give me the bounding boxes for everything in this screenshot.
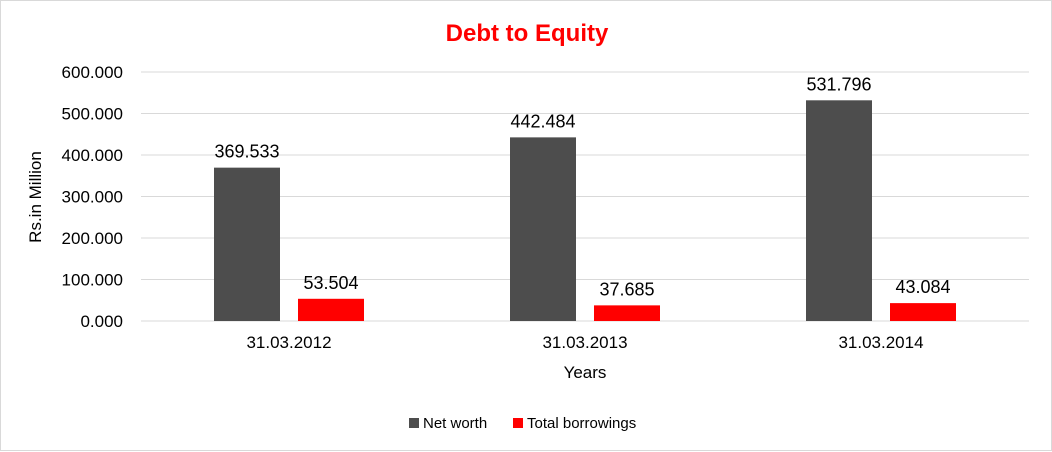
- y-tick-label: 300.000: [62, 188, 123, 207]
- legend-swatch: [513, 418, 523, 428]
- data-label: 531.796: [806, 74, 871, 94]
- x-axis-label: Years: [564, 363, 607, 382]
- data-label: 369.533: [214, 142, 279, 162]
- data-label: 442.484: [510, 111, 575, 131]
- y-axis-label: Rs.in Million: [26, 151, 45, 243]
- y-tick-label: 200.000: [62, 229, 123, 248]
- bar: [594, 305, 660, 321]
- gridlines: [141, 71, 1029, 322]
- y-tick-label: 100.000: [62, 271, 123, 290]
- data-label: 43.084: [895, 277, 950, 297]
- legend-swatch: [409, 418, 419, 428]
- bar: [806, 100, 872, 321]
- x-tick-label: 31.03.2013: [542, 333, 627, 352]
- y-tick-label: 500.000: [62, 105, 123, 124]
- legend-label: Net worth: [423, 415, 487, 432]
- y-axis-ticks: 0.000 100.000 200.000 300.000 400.000 500.000…: [62, 63, 123, 331]
- bar: [890, 303, 956, 321]
- bar: [510, 137, 576, 321]
- y-tick-label: 0.000: [80, 312, 123, 331]
- bar: [298, 298, 364, 321]
- x-tick-label: 31.03.2014: [838, 333, 923, 352]
- bar: [214, 167, 280, 321]
- y-tick-label: 600.000: [62, 63, 123, 82]
- y-tick-label: 400.000: [62, 146, 123, 165]
- x-tick-label: 31.03.2012: [246, 333, 331, 352]
- chart-title: Debt to Equity: [446, 20, 609, 47]
- bars: [214, 100, 956, 321]
- legend: Net worth Total borrowings: [409, 415, 636, 432]
- data-label: 53.504: [303, 273, 358, 293]
- data-labels: 369.533 53.504 442.484 37.685 531.796 43.084: [214, 74, 950, 299]
- x-axis-ticks: 31.03.2012 31.03.2013 31.03.2014: [246, 333, 923, 352]
- legend-label: Total borrowings: [527, 415, 636, 432]
- data-label: 37.685: [599, 279, 654, 299]
